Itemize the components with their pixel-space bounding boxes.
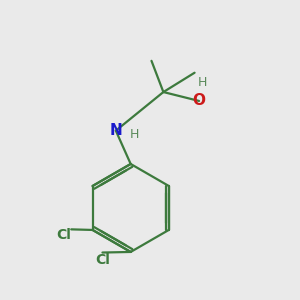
Text: O: O	[193, 94, 206, 109]
Text: H: H	[130, 128, 139, 141]
Text: H: H	[198, 76, 207, 89]
Text: N: N	[110, 123, 122, 138]
Text: Cl: Cl	[95, 253, 110, 267]
Text: Cl: Cl	[56, 228, 71, 242]
